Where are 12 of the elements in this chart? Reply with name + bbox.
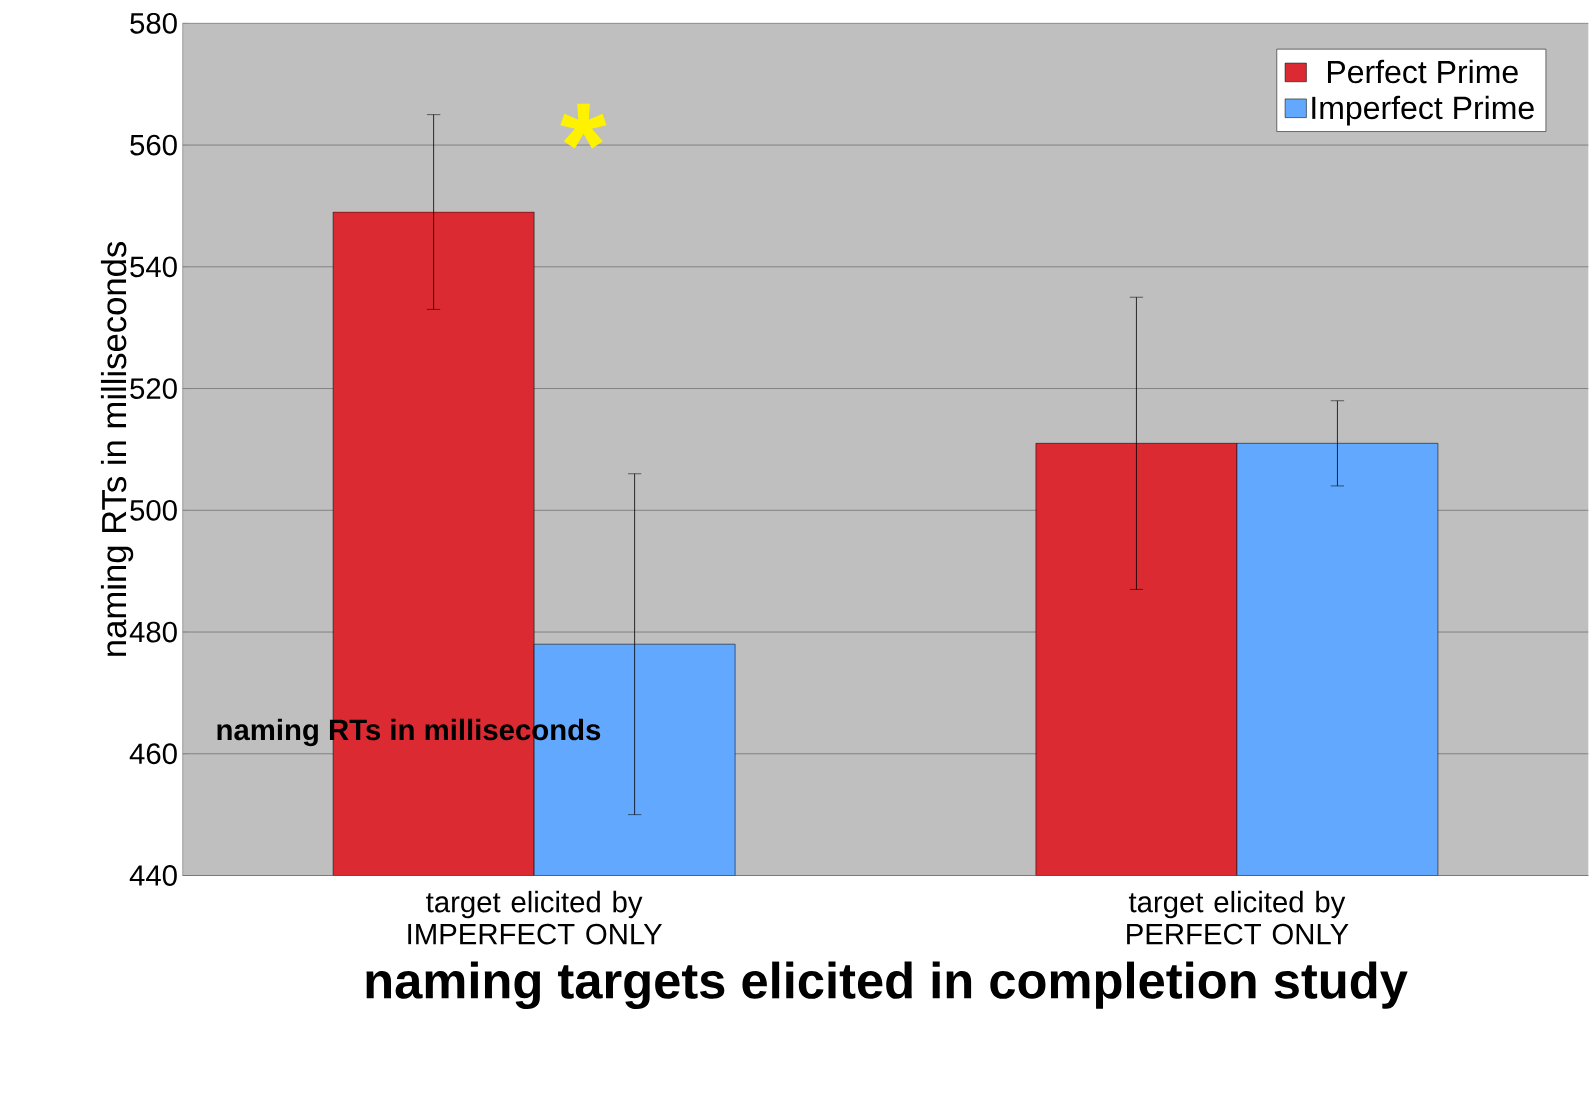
annotation: *	[560, 103, 607, 149]
x-tick-label: target elicited by PERFECT ONLY	[1127, 890, 1349, 945]
y-tick-label: 560	[130, 134, 177, 156]
x-axis-title: naming targets elicited in completion study	[366, 961, 1408, 1009]
legend-label: Perfect Prime	[1327, 59, 1518, 84]
y-tick-label: 440	[129, 865, 177, 886]
x-tick-label: target elicited by IMPERFECT ONLY	[408, 890, 663, 945]
legend-label: Imperfect Prime	[1312, 95, 1534, 126]
y-tick-label: 520	[130, 378, 177, 399]
y-tick-label: 540	[130, 256, 177, 278]
y-tick-label: 580	[130, 12, 177, 34]
y-tick-label: 460	[129, 743, 177, 765]
